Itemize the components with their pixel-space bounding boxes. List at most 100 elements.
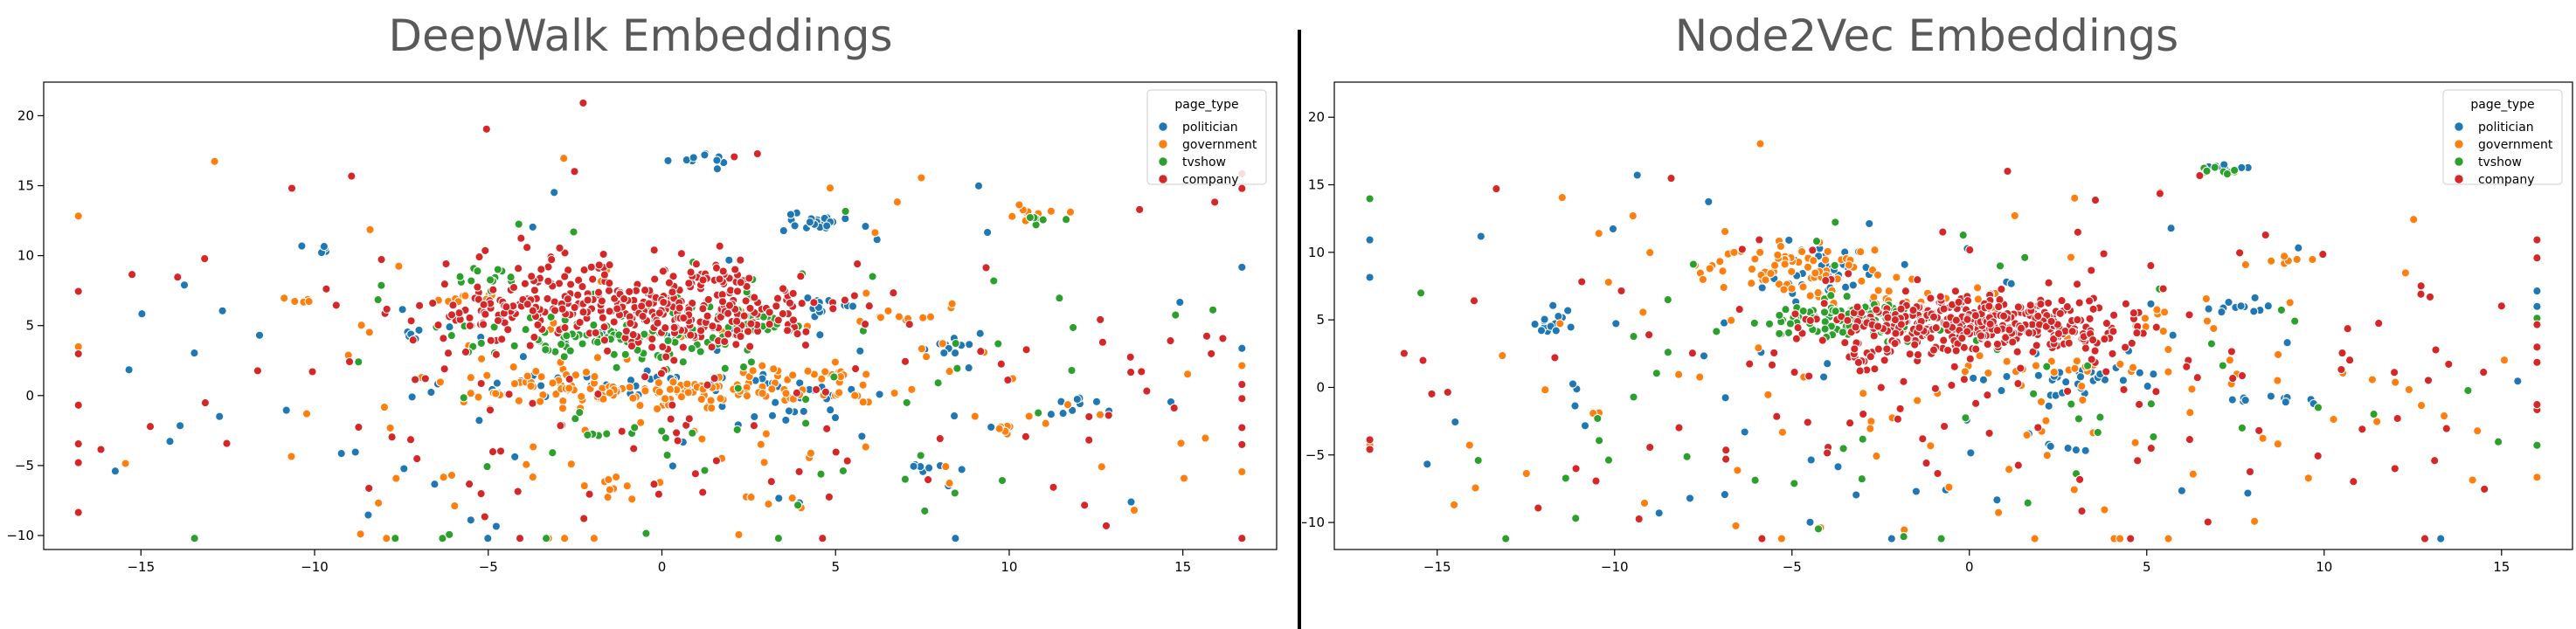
company-point [730, 152, 739, 162]
company-point [476, 378, 486, 389]
government-point [2367, 375, 2378, 384]
government-point [605, 485, 615, 494]
x-tick-label: 15 [1174, 559, 1191, 575]
company-point [2416, 281, 2426, 291]
tvshow-point [1663, 294, 1672, 305]
tvshow-point [1819, 308, 1830, 317]
legend-label-government: government [2478, 138, 2553, 152]
company-point [594, 260, 604, 270]
company-point [1237, 183, 1247, 193]
tvshow-point [1171, 310, 1181, 320]
company-point [673, 436, 682, 446]
tvshow-point [868, 272, 877, 281]
company-point [308, 367, 317, 377]
tvshow-point [950, 488, 959, 498]
government-point [2391, 377, 2400, 387]
tvshow-point [2093, 427, 2102, 438]
company-point [788, 288, 798, 299]
government-point [2159, 308, 2170, 317]
politician-point [2033, 370, 2044, 380]
government-point [482, 370, 492, 380]
company-point [1003, 375, 1013, 385]
company-point [1893, 414, 1903, 424]
politician-point [124, 365, 134, 375]
government-point [2372, 417, 2382, 426]
tvshow-point [571, 414, 580, 424]
tvshow-point [482, 461, 492, 472]
government-point [628, 393, 638, 403]
politician-point [1365, 273, 1375, 282]
politician-point [2075, 372, 2086, 382]
government-point [2010, 211, 2019, 221]
tvshow-point [455, 272, 465, 281]
company-point [525, 341, 535, 350]
government-point [1761, 275, 1770, 285]
politician-point [2266, 391, 2276, 401]
politician-point [2149, 370, 2158, 379]
government-point [2499, 356, 2510, 365]
company-point [73, 287, 83, 296]
government-point [304, 296, 314, 307]
company-point [543, 294, 552, 304]
company-point [743, 327, 753, 336]
company-point [2423, 376, 2434, 385]
company-point [1963, 295, 1973, 306]
company-point [599, 249, 608, 259]
y-tick-label: 15 [1308, 177, 1325, 193]
company-point [2343, 324, 2352, 334]
company-point [617, 426, 627, 436]
company-point [488, 446, 498, 457]
politician-point [750, 411, 759, 422]
government-point [529, 442, 538, 452]
company-point [981, 263, 991, 273]
company-point [1617, 286, 1626, 296]
tvshow-point [1025, 212, 1035, 223]
government-point [918, 313, 928, 322]
tvshow-point [476, 338, 486, 349]
politician-point [1568, 379, 1578, 389]
company-point [493, 315, 503, 326]
politician-point [2063, 443, 2073, 453]
government-point [742, 391, 752, 401]
politician-point [175, 421, 185, 431]
government-point [759, 458, 769, 467]
company-point [2008, 337, 2018, 347]
politician-point [2143, 381, 2152, 391]
company-point [2146, 260, 2156, 271]
company-point [593, 287, 604, 297]
x-tick-label: 5 [2143, 559, 2151, 575]
company-point [440, 364, 449, 374]
company-point [428, 298, 438, 308]
company-point [1021, 345, 1031, 355]
government-point [1705, 264, 1714, 273]
company-point [1890, 314, 1901, 325]
government-point [1727, 315, 1736, 325]
government-point [758, 389, 767, 398]
tvshow-point [1067, 365, 1077, 376]
company-point [591, 328, 600, 338]
government-point [2164, 344, 2173, 355]
company-point [464, 479, 474, 489]
company-point [73, 458, 83, 467]
politician-point [1840, 282, 1851, 292]
company-point [1237, 394, 1247, 404]
government-point [1750, 254, 1760, 264]
government-point [581, 367, 592, 377]
tvshow-point [562, 331, 571, 341]
government-point [781, 389, 791, 398]
government-point [682, 379, 692, 389]
company-point [2016, 363, 2025, 373]
company-point [723, 308, 733, 318]
company-point [537, 265, 546, 274]
government-point [1179, 473, 1189, 483]
company-point [1365, 445, 1375, 454]
company-point [772, 294, 783, 303]
government-point [1498, 350, 1507, 361]
politician-point [781, 415, 791, 425]
y-tick-label: 5 [25, 318, 34, 334]
government-point [589, 534, 599, 543]
company-point [2120, 342, 2130, 352]
government-point [2049, 367, 2059, 377]
tvshow-point [391, 534, 400, 543]
politician-point [1058, 408, 1068, 418]
